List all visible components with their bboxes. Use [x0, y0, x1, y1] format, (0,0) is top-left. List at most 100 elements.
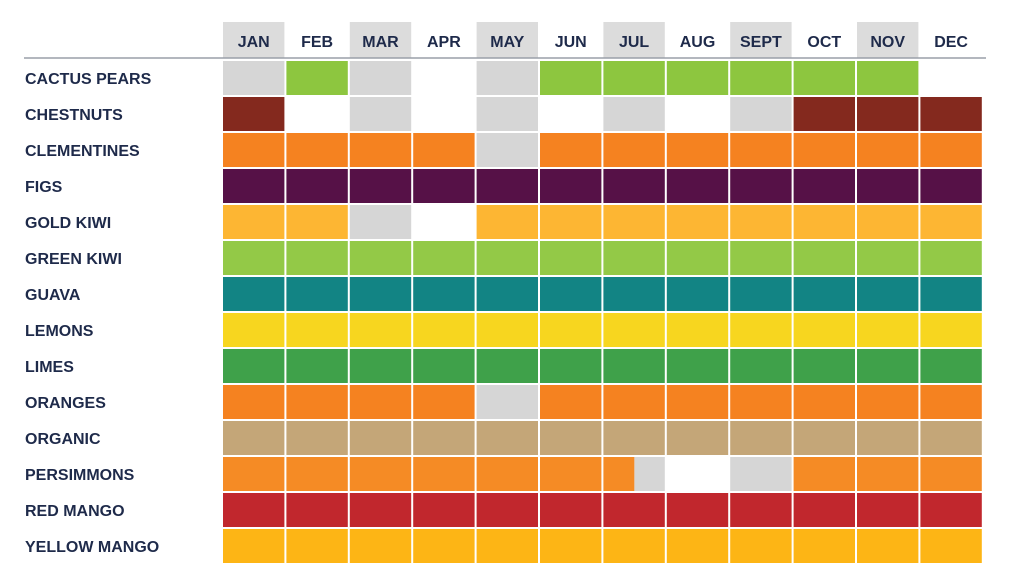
cell-persimmons-nov	[857, 457, 919, 491]
cell-guava-jun	[540, 277, 602, 311]
cell-cactus-pears-nov	[857, 61, 919, 95]
cell-chestnuts-sept	[730, 97, 792, 131]
cell-yellow-mango-dec	[920, 529, 982, 563]
cell-yellow-mango-feb	[286, 529, 348, 563]
cell-figs-apr	[413, 169, 475, 203]
cell-yellow-mango-jul	[603, 529, 665, 563]
cell-yellow-mango-nov	[857, 529, 919, 563]
cell-guava-apr	[413, 277, 475, 311]
cell-red-mango-oct	[793, 493, 855, 527]
month-label-aug: AUG	[680, 34, 716, 51]
cell-yellow-mango-mar	[349, 529, 412, 563]
row-label-clementines: CLEMENTINES	[25, 143, 140, 160]
month-header-shade-sept	[730, 22, 792, 58]
cell-cactus-pears-jun	[540, 61, 602, 95]
cell-cactus-pears-sept	[730, 61, 792, 95]
month-label-sept: SEPT	[740, 34, 782, 51]
cell-organic-jan	[223, 421, 285, 455]
cell-clementines-aug	[666, 133, 729, 167]
month-header-shade-jan	[223, 22, 285, 58]
cell-oranges-feb	[286, 385, 348, 419]
cell-lemons-feb	[286, 313, 348, 347]
cell-figs-aug	[666, 169, 729, 203]
cell-guava-mar	[349, 277, 412, 311]
month-label-oct: OCT	[807, 34, 841, 51]
cell-lemons-jan	[223, 313, 285, 347]
cell-figs-nov	[857, 169, 919, 203]
cell-persimmons-sept	[730, 457, 792, 491]
cell-clementines-nov	[857, 133, 919, 167]
row-label-gold-kiwi: GOLD KIWI	[25, 215, 111, 232]
cell-cactus-pears-oct	[793, 61, 855, 95]
cell-gold-kiwi-may	[476, 205, 538, 239]
row-label-cactus-pears: CACTUS PEARS	[25, 71, 152, 88]
cell-gold-kiwi-nov	[857, 205, 919, 239]
month-label-jul: JUL	[619, 34, 649, 51]
cell-figs-jul	[603, 169, 665, 203]
month-label-jun: JUN	[555, 34, 587, 51]
cell-chestnuts-dec	[920, 97, 982, 131]
row-label-organic: ORGANIC	[25, 431, 101, 448]
cell-yellow-mango-aug	[666, 529, 729, 563]
cell-gold-kiwi-jan	[223, 205, 285, 239]
cell-clementines-oct	[793, 133, 855, 167]
cell-red-mango-nov	[857, 493, 919, 527]
cell-figs-dec	[920, 169, 982, 203]
cell-lemons-jun	[540, 313, 602, 347]
cell-gold-kiwi-jul	[603, 205, 665, 239]
cell-oranges-apr	[413, 385, 475, 419]
cell-clementines-apr	[413, 133, 475, 167]
row-label-persimmons: PERSIMMONS	[25, 467, 135, 484]
cell-figs-may	[476, 169, 538, 203]
row-label-yellow-mango: YELLOW MANGO	[25, 539, 159, 556]
cell-oranges-jun	[540, 385, 602, 419]
cell-red-mango-jan	[223, 493, 285, 527]
cell-yellow-mango-may	[476, 529, 538, 563]
month-label-may: MAY	[490, 34, 524, 51]
month-label-feb: FEB	[301, 34, 333, 51]
cell-guava-aug	[666, 277, 729, 311]
row-label-red-mango: RED MANGO	[25, 503, 125, 520]
cell-limes-nov	[857, 349, 919, 383]
cell-lemons-aug	[666, 313, 729, 347]
month-header-shade-jul	[603, 22, 665, 58]
cell-figs-mar	[349, 169, 412, 203]
cell-organic-jul	[603, 421, 665, 455]
cell-yellow-mango-sept	[730, 529, 792, 563]
cell-green-kiwi-dec	[920, 241, 982, 275]
cell-persimmons-mar	[349, 457, 412, 491]
cell-figs-feb	[286, 169, 348, 203]
cell-lemons-nov	[857, 313, 919, 347]
cell-lemons-jul	[603, 313, 665, 347]
cell-oranges-jul	[603, 385, 665, 419]
cell-gold-kiwi-aug	[666, 205, 729, 239]
cell-chestnuts-jul	[603, 97, 665, 131]
cell-green-kiwi-sept	[730, 241, 792, 275]
cell-green-kiwi-aug	[666, 241, 729, 275]
cell-gold-kiwi-dec	[920, 205, 982, 239]
cell-cactus-pears-mar	[349, 61, 412, 95]
cell-persimmons-oct	[793, 457, 855, 491]
cell-chestnuts-oct	[793, 97, 855, 131]
cell-organic-mar	[349, 421, 412, 455]
cell-limes-dec	[920, 349, 982, 383]
cell-yellow-mango-oct	[793, 529, 855, 563]
cell-organic-nov	[857, 421, 919, 455]
cell-clementines-mar	[349, 133, 412, 167]
cell-yellow-mango-jan	[223, 529, 285, 563]
cell-guava-oct	[793, 277, 855, 311]
cell-gold-kiwi-feb	[286, 205, 348, 239]
cell-figs-sept	[730, 169, 792, 203]
cell-guava-jul	[603, 277, 665, 311]
cell-limes-apr	[413, 349, 475, 383]
cell-clementines-feb	[286, 133, 348, 167]
cell-guava-feb	[286, 277, 348, 311]
cell-persimmons-apr	[413, 457, 475, 491]
cell-persimmons-jul-a	[603, 457, 635, 491]
cell-yellow-mango-jun	[540, 529, 602, 563]
cell-gold-kiwi-sept	[730, 205, 792, 239]
row-label-guava: GUAVA	[25, 287, 81, 304]
cell-lemons-apr	[413, 313, 475, 347]
cell-oranges-may	[476, 385, 538, 419]
